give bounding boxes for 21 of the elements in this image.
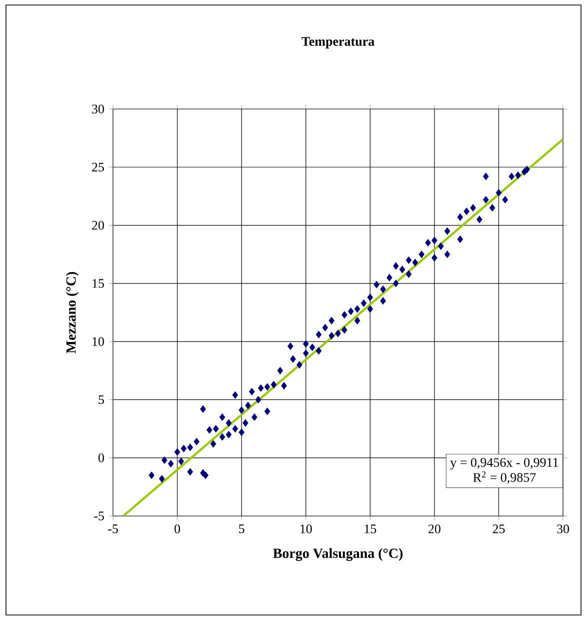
y-tick-label: 25 [92, 162, 104, 172]
x-axis-title: Borgo Valsugana (°C) [273, 548, 403, 561]
x-tick-label: 30 [557, 524, 570, 534]
x-tick-label: 10 [300, 524, 312, 534]
x-tick-label: 25 [492, 524, 505, 534]
x-tick-label: 5 [239, 524, 244, 534]
chart-title: Temperatura [302, 37, 374, 48]
y-tick-label: 15 [92, 279, 104, 288]
y-axis-title: Mezzano (°C) [66, 272, 79, 354]
y-tick-label: 20 [92, 220, 104, 230]
x-tick-label: 20 [428, 524, 440, 534]
annotation: R$^{2}$ = 0,9857 [473, 471, 536, 484]
y-tick-label: 10 [92, 337, 104, 346]
y-tick-label: 0 [98, 453, 104, 462]
x-tick-label: 0 [174, 524, 180, 534]
x-tick-label: 15 [364, 524, 376, 534]
annotation: y = 0,9456x - 0,9911 [450, 458, 558, 470]
y-tick-label: 30 [92, 104, 104, 114]
x-tick-label: -5 [108, 524, 118, 534]
y-tick-label: 5 [98, 395, 104, 404]
y-tick-label: -5 [94, 512, 104, 520]
